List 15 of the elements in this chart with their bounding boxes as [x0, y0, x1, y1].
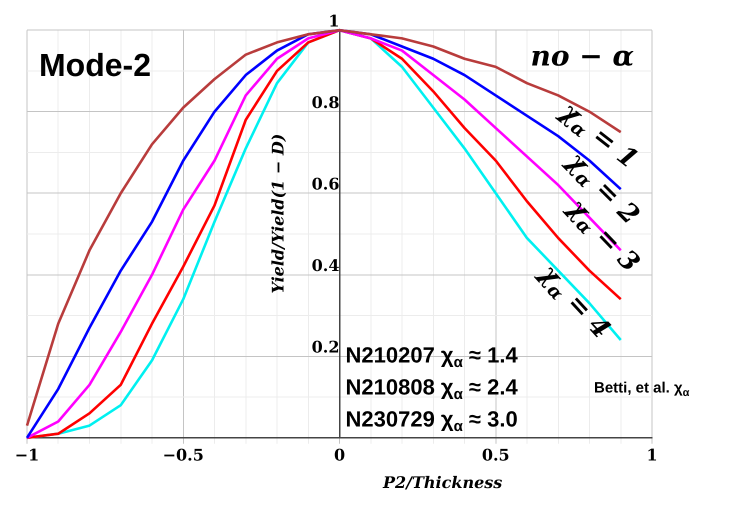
x-tick-label: 0	[334, 446, 346, 465]
x-tick-label: −0.5	[162, 446, 204, 465]
text: Mode-2	[39, 47, 151, 84]
y-tick-label: 0.4	[312, 256, 340, 275]
x-tick-label: −1	[14, 446, 40, 465]
y-axis-title: Yield/Yield(1 − D)	[268, 134, 288, 294]
y-tick-label: 0.2	[312, 337, 340, 356]
x-axis-title: P2/Thickness	[382, 472, 502, 492]
text: χα = 4	[532, 257, 616, 345]
x-tick-label: 1	[646, 446, 658, 465]
y-tick-label: 1	[328, 11, 340, 30]
y-tick-label: 0.6	[312, 174, 340, 194]
y-tick-label: 0.8	[312, 92, 340, 112]
x-tick-label: 0.5	[482, 446, 510, 465]
series-label: no − α	[530, 39, 634, 72]
